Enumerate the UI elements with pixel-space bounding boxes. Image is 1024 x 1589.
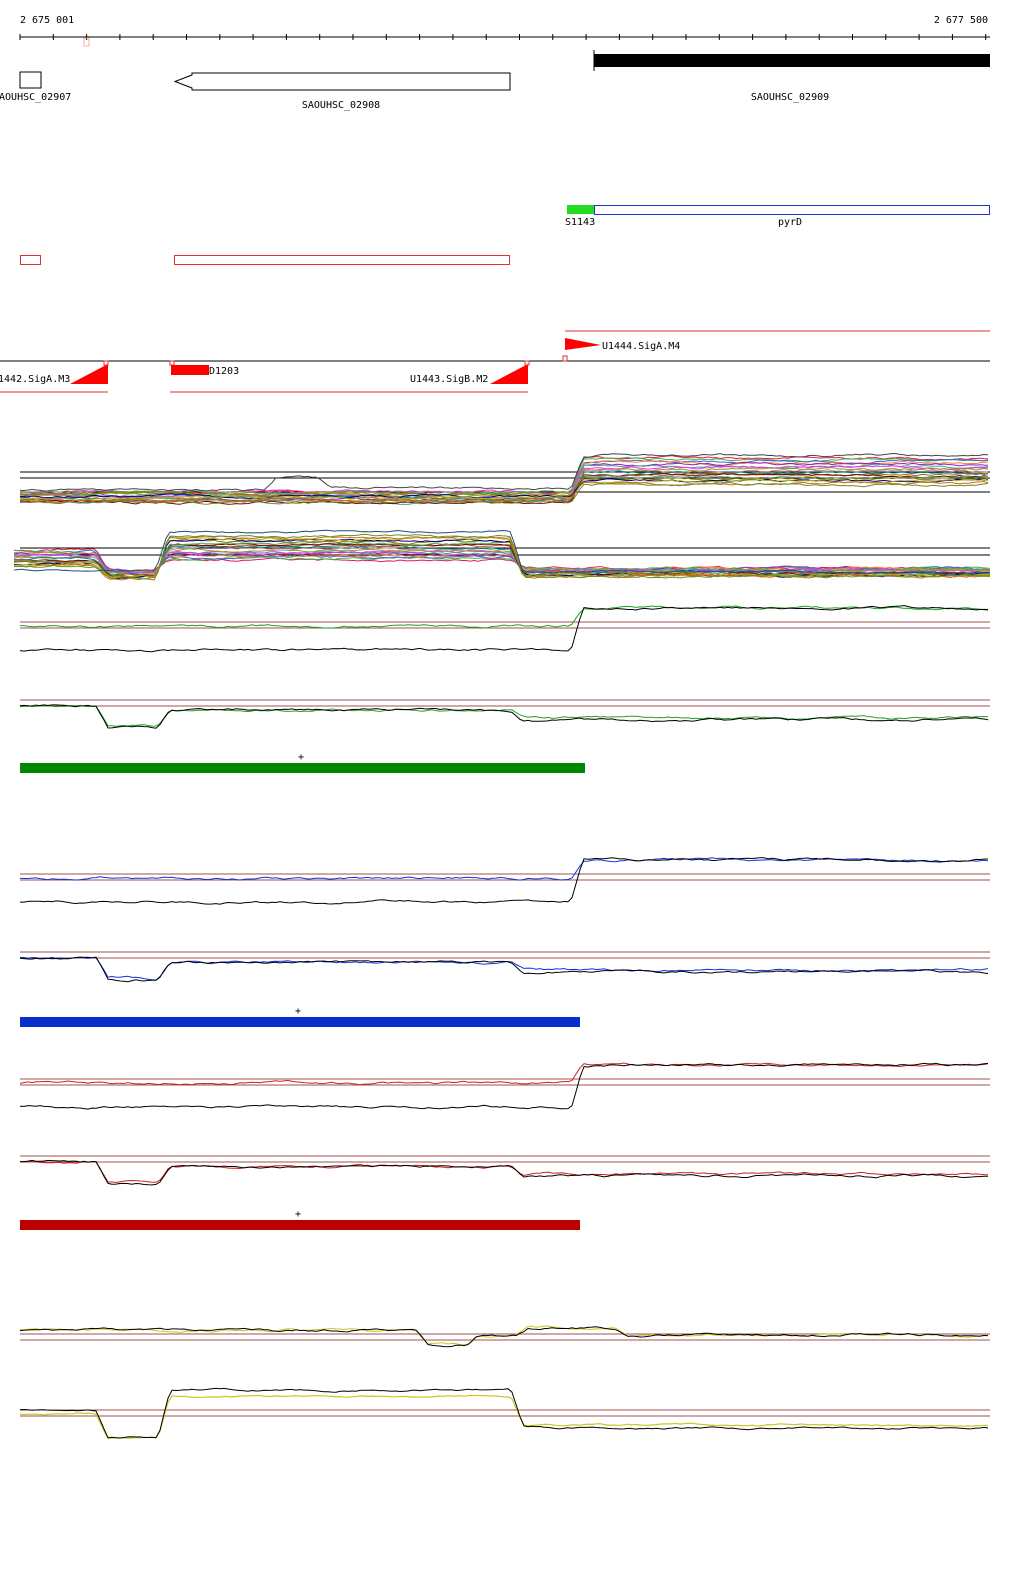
feature-label: pyrD — [778, 217, 802, 228]
track-line — [19, 481, 989, 504]
track-line — [19, 704, 989, 727]
strand-mark: + — [295, 1209, 301, 1220]
track-line — [19, 1159, 989, 1186]
track-line — [19, 857, 989, 881]
strand-bar — [20, 1017, 580, 1027]
track-line — [19, 1062, 989, 1086]
track-line — [19, 481, 989, 505]
gene-label: SAOUHSC_02908 — [302, 100, 380, 111]
tss — [103, 360, 109, 366]
promoter-label: U1443.SigB.M2 — [410, 374, 488, 385]
track-line — [19, 455, 989, 495]
ruler-ticks — [19, 34, 987, 40]
track-line — [19, 605, 989, 653]
ruler-marker — [83, 37, 90, 47]
track-line — [19, 1325, 989, 1346]
track-line — [14, 537, 990, 580]
track-line — [19, 474, 989, 495]
expression-tracks — [13, 452, 991, 1440]
track-line — [19, 1062, 989, 1110]
track-line — [13, 548, 991, 572]
ruler-end: 2 677 500 — [934, 15, 988, 26]
region — [174, 255, 510, 265]
gene — [19, 71, 42, 89]
track-line — [19, 476, 989, 497]
promoter-label: U1442.SigA.M3 — [0, 374, 70, 385]
track-line — [19, 478, 989, 501]
track-line — [20, 857, 989, 905]
gene-label: SAOUHSC_02907 — [0, 92, 71, 103]
promoter-label: D1203 — [209, 366, 239, 377]
track-line — [13, 545, 991, 577]
track-line — [19, 956, 989, 983]
track-line — [13, 535, 991, 581]
tss — [524, 360, 530, 366]
track-line — [19, 1326, 989, 1348]
track-line — [19, 1394, 989, 1440]
feature-label: S1143 — [565, 217, 595, 228]
track-line — [14, 550, 991, 574]
strand-mark: + — [295, 1006, 301, 1017]
track-line — [19, 452, 989, 492]
track-line — [13, 529, 991, 574]
track-line — [20, 605, 989, 629]
strand-bar — [20, 763, 585, 773]
region — [20, 255, 41, 265]
ruler-start: 2 675 001 — [20, 15, 74, 26]
track-line — [19, 704, 989, 729]
track-line — [13, 548, 990, 576]
promoter-label: U1444.SigA.M4 — [602, 341, 680, 352]
strand-mark: + — [298, 752, 304, 763]
track-line — [19, 1160, 989, 1184]
strand-bar — [20, 1220, 580, 1230]
tss — [562, 355, 568, 362]
promoter-flag — [490, 364, 528, 384]
track-line — [19, 478, 989, 500]
gene — [594, 54, 990, 67]
tss — [169, 360, 175, 366]
promoter-flag — [70, 364, 108, 384]
gene-label: SAOUHSC_02909 — [751, 92, 829, 103]
promoter-flag — [565, 338, 601, 361]
feature — [594, 205, 990, 215]
gene-arrow — [173, 72, 511, 91]
track-line — [20, 473, 989, 505]
track-line — [19, 1387, 989, 1439]
utr — [171, 365, 209, 375]
feature — [567, 205, 594, 214]
track-line — [13, 533, 991, 581]
